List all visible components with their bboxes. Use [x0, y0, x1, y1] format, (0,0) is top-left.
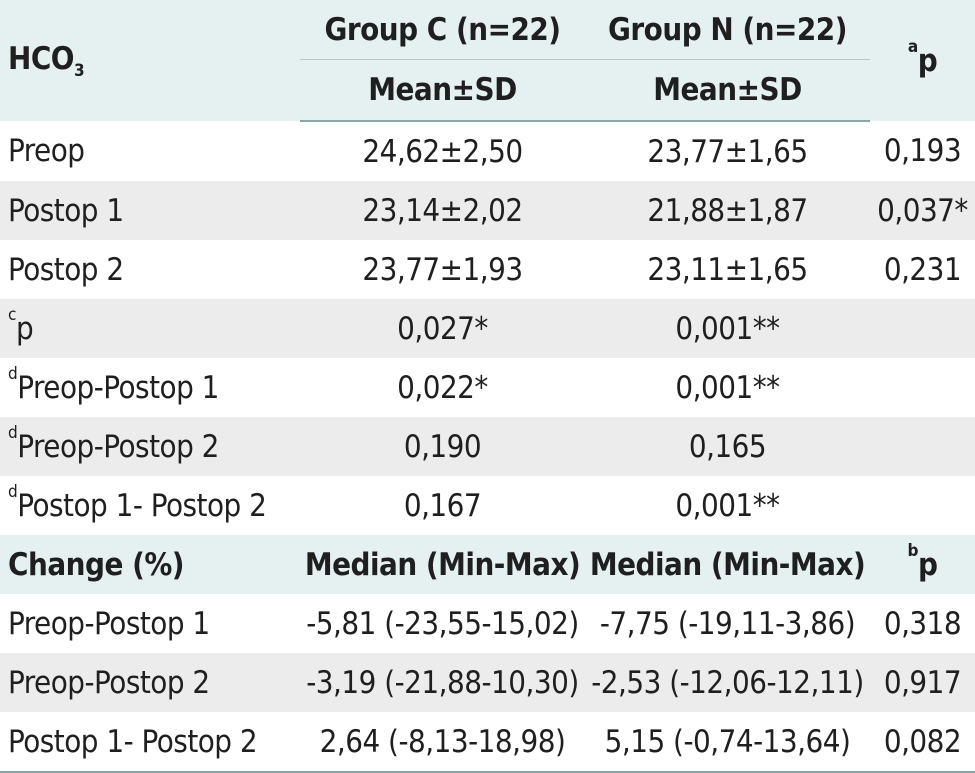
group-n-value: 0,001** [675, 487, 780, 524]
p-value: 0,037* [877, 192, 968, 229]
table-row: cp 0,027* 0,001** [0, 299, 975, 358]
p-value: 0,193 [883, 133, 962, 169]
group-c-value: 23,14±2,02 [362, 192, 523, 229]
p-value [870, 417, 975, 476]
group-n-value: 23,11±1,65 [647, 251, 808, 288]
row-label: Preop [8, 133, 85, 169]
p-value [870, 476, 975, 535]
group-c-stat-header: Mean±SD [300, 59, 585, 122]
p-value: 0,231 [883, 251, 962, 288]
parameter-header: HCO3 [0, 0, 300, 121]
group-c-value: 0,027* [397, 310, 488, 347]
group-n-value: 23,77±1,65 [647, 133, 808, 170]
group-n-value: -7,75 (-19,11-3,86) [599, 605, 856, 642]
p-label: p [917, 42, 938, 79]
group-n-value: 0,001** [675, 369, 780, 406]
change-group-c-header: Median (Min-Max) [304, 546, 581, 583]
header-row-stats: Mean±SD Mean±SD [0, 59, 975, 122]
table-row: Preop-Postop 2 -3,19 (-21,88-10,30) -2,5… [0, 653, 975, 712]
row-label: dPreop-Postop 2 [8, 423, 219, 465]
p-value-header: ap [870, 0, 975, 121]
group-c-value: -3,19 (-21,88-10,30) [306, 664, 579, 701]
group-c-value: 0,167 [403, 487, 482, 524]
table-row: Preop 24,62±2,50 23,77±1,65 0,193 [0, 121, 975, 181]
table-row: Preop-Postop 1 -5,81 (-23,55-15,02) -7,7… [0, 594, 975, 653]
row-label: Postop 1- Postop 2 [0, 712, 300, 773]
p-superscript: a [907, 37, 918, 58]
group-n-value: -2,53 (-12,06-12,11) [591, 664, 864, 701]
group-n-value: 0,165 [688, 428, 767, 465]
row-label: Preop-Postop 2 [8, 664, 210, 701]
row-label: cp [8, 305, 34, 347]
group-n-stat-header: Mean±SD [585, 59, 870, 122]
group-c-value: 24,62±2,50 [362, 133, 523, 170]
table-row: dPreop-Postop 1 0,022* 0,001** [0, 358, 975, 417]
change-header-label: Change (%) [8, 546, 185, 583]
group-n-value: 21,88±1,87 [647, 192, 808, 229]
change-group-n-header: Median (Min-Max) [589, 546, 866, 583]
group-n-value: 5,15 (-0,74-13,64) [585, 712, 870, 773]
table-row: Postop 1- Postop 2 2,64 (-8,13-18,98) 5,… [0, 712, 975, 773]
change-section-header: Change (%) Median (Min-Max) Median (Min-… [0, 535, 975, 594]
table-row: Postop 2 23,77±1,93 23,11±1,65 0,231 [0, 240, 975, 299]
p-value: 0,318 [883, 605, 962, 642]
p-value [870, 358, 975, 417]
change-p-header: bp [907, 541, 938, 583]
group-c-header: Group C (n=22) [300, 0, 585, 60]
row-label: Postop 1 [8, 192, 124, 229]
p-value: 0,082 [870, 712, 975, 773]
row-label: dPostop 1- Postop 2 [8, 482, 267, 524]
row-label: Postop 2 [8, 251, 124, 288]
group-c-value: 0,190 [403, 428, 482, 465]
group-c-value: 23,77±1,93 [362, 251, 523, 288]
header-row-groups: HCO3 Group C (n=22) Group N (n=22) ap [0, 0, 975, 80]
row-label: Preop-Postop 1 [8, 605, 210, 642]
group-n-value: 0,001** [675, 310, 780, 347]
group-n-header: Group N (n=22) [585, 0, 870, 60]
table-row: dPostop 1- Postop 2 0,167 0,001** [0, 476, 975, 535]
p-value [870, 299, 975, 358]
table-row: Postop 1 23,14±2,02 21,88±1,87 0,037* [0, 181, 975, 240]
parameter-subscript: 3 [74, 61, 85, 82]
group-c-value: 0,022* [397, 369, 488, 406]
group-c-value: 2,64 (-8,13-18,98) [300, 712, 585, 773]
parameter-name: HCO [8, 40, 75, 77]
p-value: 0,917 [883, 664, 962, 701]
row-label: dPreop-Postop 1 [8, 364, 219, 406]
table-row: dPreop-Postop 2 0,190 0,165 [0, 417, 975, 476]
group-c-value: -5,81 (-23,55-15,02) [306, 605, 579, 642]
